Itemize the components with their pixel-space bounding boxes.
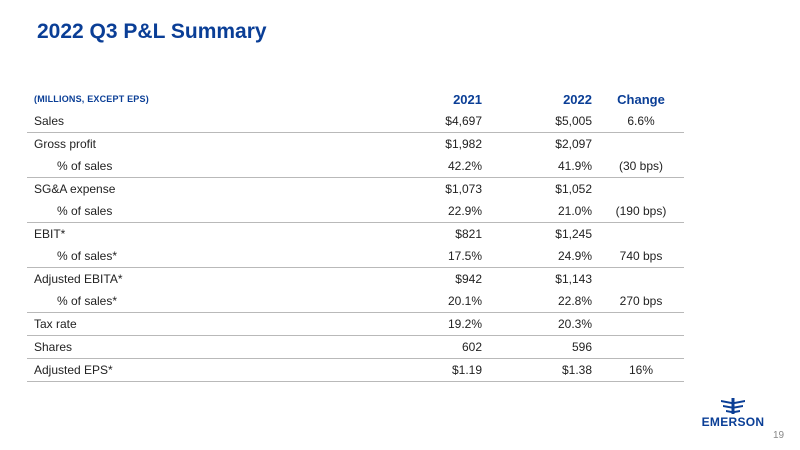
value-change [598, 335, 684, 359]
value-2021: 22.9% [355, 200, 488, 223]
row-label: EBIT* [34, 227, 66, 241]
value-2022: 24.9% [488, 245, 598, 268]
table-row: Adjusted EBITA* $942 $1,143 [27, 268, 684, 291]
value-2022: 22.8% [488, 290, 598, 313]
row-label: Sales [27, 110, 355, 133]
value-change: (190 bps) [598, 200, 684, 223]
value-2022: $5,005 [488, 110, 598, 133]
value-2021: $1,982 [445, 137, 482, 151]
value-2021: 20.1% [355, 290, 488, 313]
table-row: EBIT* $821 $1,245 [27, 223, 684, 246]
value-change [598, 268, 684, 291]
emerson-logo: EMERSON [693, 398, 773, 432]
row-label: Adjusted EPS* [27, 358, 355, 382]
value-change [598, 133, 684, 156]
value-2022: 596 [488, 335, 598, 359]
value-2022: $1,143 [555, 272, 592, 286]
row-label: % of sales [27, 200, 355, 223]
table-row: % of sales* 17.5% 24.9% 740 bps [27, 245, 684, 268]
table-row: SG&A expense $1,073 $1,052 [27, 178, 684, 201]
page-title: 2022 Q3 P&L Summary [37, 20, 267, 43]
value-2021: $1.19 [355, 358, 488, 382]
value-2021: $4,697 [355, 110, 488, 133]
emerson-logo-icon [721, 398, 745, 414]
value-change [598, 223, 684, 246]
table-row: Sales $4,697 $5,005 6.6% [27, 110, 684, 133]
pl-summary-table: (MILLIONS, EXCEPT EPS) 2021 2022 Change … [27, 88, 684, 382]
value-2022: $1.38 [488, 358, 598, 382]
row-label: Shares [27, 335, 355, 359]
page-number: 19 [773, 430, 785, 441]
value-change [598, 178, 684, 201]
value-2021: $821 [455, 227, 482, 241]
row-label: SG&A expense [34, 182, 116, 196]
value-2022: 21.0% [488, 200, 598, 223]
value-2021: 42.2% [355, 155, 488, 178]
units-label: (MILLIONS, EXCEPT EPS) [34, 94, 149, 104]
value-change: (30 bps) [598, 155, 684, 178]
value-2022: 41.9% [488, 155, 598, 178]
table-header-row: (MILLIONS, EXCEPT EPS) 2021 2022 Change [27, 88, 684, 110]
column-header-2021: 2021 [453, 91, 482, 107]
value-change: 16% [598, 358, 684, 382]
table-row: % of sales 22.9% 21.0% (190 bps) [27, 200, 684, 223]
table-row: % of sales 42.2% 41.9% (30 bps) [27, 155, 684, 178]
value-2021: $942 [455, 272, 482, 286]
table-row: Tax rate 19.2% 20.3% [27, 312, 684, 336]
value-2022: 20.3% [488, 312, 598, 336]
table-row: Shares 602 596 [27, 335, 684, 359]
row-label: % of sales* [27, 245, 355, 268]
table-row: Gross profit $1,982 $2,097 [27, 133, 684, 156]
row-label: % of sales* [27, 290, 355, 313]
row-label: Adjusted EBITA* [34, 272, 123, 286]
table-row: Adjusted EPS* $1.19 $1.38 16% [27, 358, 684, 382]
value-2022: $1,052 [555, 182, 592, 196]
value-2021: $1,073 [445, 182, 482, 196]
column-header-2022: 2022 [563, 91, 592, 107]
value-change: 6.6% [598, 110, 684, 133]
value-change [598, 312, 684, 336]
value-2021: 19.2% [355, 312, 488, 336]
logo-wordmark: EMERSON [701, 415, 765, 429]
value-change: 740 bps [598, 245, 684, 268]
row-label: % of sales [27, 155, 355, 178]
row-label: Tax rate [27, 312, 355, 336]
value-change: 270 bps [598, 290, 684, 313]
value-2022: $1,245 [555, 227, 592, 241]
value-2021: 602 [355, 335, 488, 359]
value-2021: 17.5% [355, 245, 488, 268]
row-label: Gross profit [34, 137, 97, 151]
value-2022: $2,097 [555, 137, 592, 151]
column-header-change: Change [617, 91, 665, 107]
table-row: % of sales* 20.1% 22.8% 270 bps [27, 290, 684, 313]
